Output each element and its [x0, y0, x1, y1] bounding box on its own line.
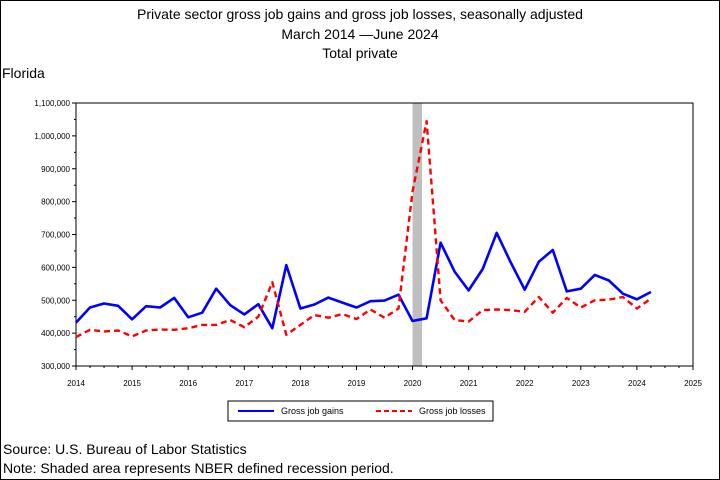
legend-label-gains: Gross job gains — [281, 406, 344, 416]
x-tick-label: 2014 — [67, 379, 85, 388]
chart-subtitle-industry: Total private — [322, 45, 398, 61]
x-tick-label: 2022 — [516, 379, 534, 388]
legend-label-losses: Gross job losses — [419, 406, 486, 416]
series-layer — [75, 119, 652, 339]
x-tick-label: 2018 — [291, 379, 309, 388]
x-tick-label: 2024 — [628, 379, 646, 388]
plot-area-border — [75, 102, 694, 367]
axes-layer: 300,000 400,000 500,000 600,000 700,000 800,0… — [34, 99, 702, 388]
x-tick-label: 2015 — [123, 379, 141, 388]
series-line-gross-job-losses — [75, 119, 652, 339]
y-tick-label: 1,100,000 — [34, 99, 70, 108]
chart-subtitle-dates: March 2014 —June 2024 — [281, 26, 439, 42]
legend-box — [227, 400, 494, 422]
x-tick-label: 2016 — [179, 379, 197, 388]
recession-band — [412, 103, 423, 366]
x-tick-label: 2025 — [684, 379, 702, 388]
y-tick-label: 1,000,000 — [34, 132, 70, 141]
y-tick-label: 500,000 — [41, 296, 70, 305]
legend: Gross job gains Gross job losses — [227, 400, 494, 422]
x-tick-label: 2021 — [460, 379, 478, 388]
x-tick-label: 2017 — [235, 379, 253, 388]
recession-note: Note: Shaded area represents NBER define… — [3, 460, 394, 476]
y-tick-label: 300,000 — [41, 362, 70, 371]
recession-shading-layer — [412, 103, 423, 366]
y-tick-label: 700,000 — [41, 231, 70, 240]
y-tick-label: 400,000 — [41, 329, 70, 338]
state-label: Florida — [2, 65, 45, 81]
x-tick-label: 2020 — [404, 379, 422, 388]
y-tick-label: 900,000 — [41, 165, 70, 174]
x-tick-label: 2023 — [572, 379, 590, 388]
x-tick-label: 2019 — [348, 379, 366, 388]
source-note: Source: U.S. Bureau of Labor Statistics — [3, 441, 247, 457]
series-line-gross-job-gains — [75, 231, 652, 330]
y-tick-label: 600,000 — [41, 263, 70, 272]
y-tick-label: 800,000 — [41, 198, 70, 207]
chart-title: Private sector gross job gains and gross… — [137, 6, 583, 22]
